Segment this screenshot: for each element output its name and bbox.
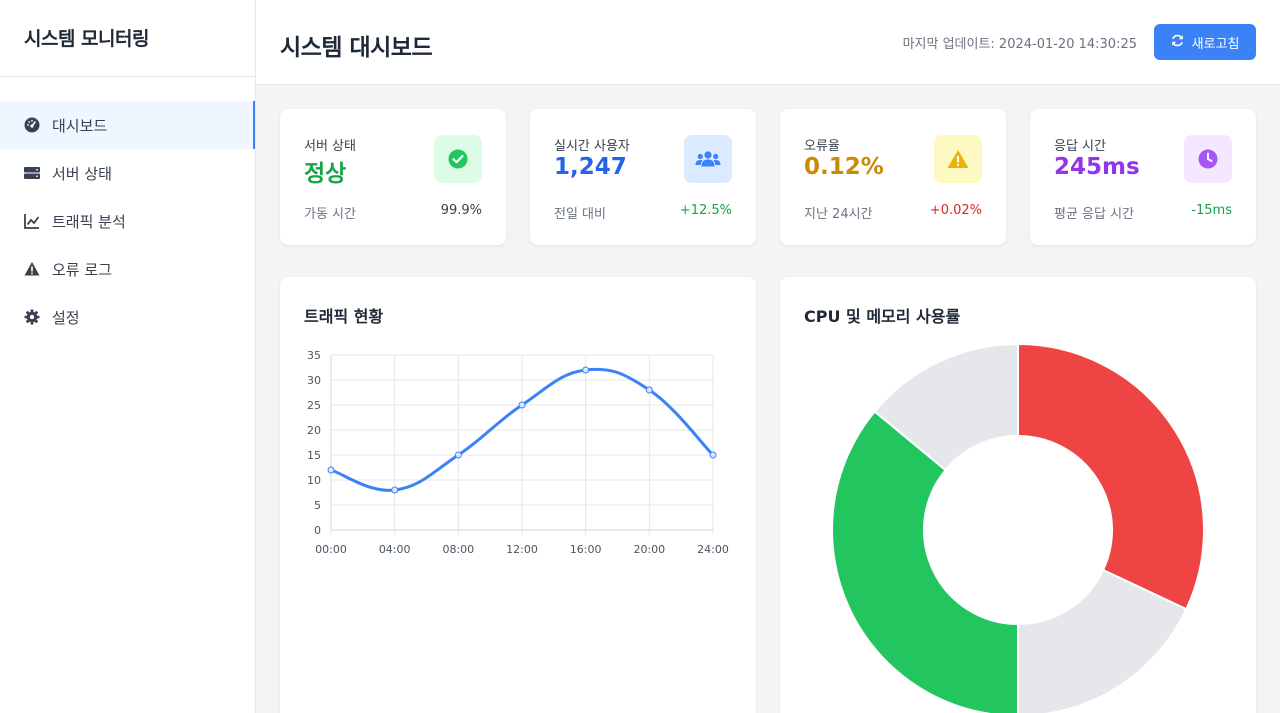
y-tick-label: 15 (307, 449, 321, 462)
traffic-data-point[interactable] (327, 466, 335, 474)
traffic-line-chart: 0 5 10 15 20 25 30 35 00:00 04:00 08:00 12:00 16:00 2… (307, 349, 729, 556)
stat-card-error-rate: 오류율 0.12% 지난 24시간 +0.02% (780, 109, 1006, 245)
stat-foot-value: +12.5% (679, 203, 732, 218)
sidebar-nav: 대시보드 서버 상태 트래픽 분석 오류 로그 설정 (0, 101, 255, 341)
refresh-button[interactable]: 새로고침 (1154, 24, 1256, 60)
resource-panel-title: CPU 및 메모리 사용률 (804, 307, 961, 326)
stat-foot-label: 평균 응답 시간 (1054, 207, 1135, 222)
stat-foot-label: 전일 대비 (554, 207, 606, 222)
traffic-data-point[interactable] (582, 366, 590, 374)
app-title: 시스템 모니터링 (0, 0, 255, 77)
stat-value: 정상 (304, 161, 347, 187)
y-tick-label: 0 (314, 524, 321, 537)
x-tick-label: 16:00 (570, 543, 602, 556)
stat-foot-label: 가동 시간 (304, 207, 356, 222)
y-tick-label: 10 (307, 474, 321, 487)
stat-card-server-status: 서버 상태 정상 가동 시간 99.9% (280, 109, 506, 245)
stat-foot-value: +0.02% (929, 203, 982, 218)
tachometer-icon (24, 117, 40, 133)
x-tick-label: 08:00 (442, 543, 474, 556)
refresh-icon (1171, 34, 1184, 51)
stat-foot-value: -15ms (1191, 203, 1232, 218)
stat-label: 응답 시간 (1054, 139, 1106, 154)
traffic-data-point[interactable] (645, 386, 653, 394)
sidebar-item-label: 설정 (52, 308, 80, 327)
sidebar-item-settings[interactable]: 설정 (0, 293, 255, 341)
stat-card-realtime-users: 실시간 사용자 1,247 전일 대비 +12.5% (530, 109, 756, 245)
stat-value: 1,247 (554, 154, 627, 180)
warning-icon (24, 261, 40, 277)
warning-icon (934, 135, 982, 183)
x-tick-label: 20:00 (633, 543, 665, 556)
y-tick-label: 20 (307, 424, 321, 437)
y-tick-label: 35 (307, 349, 321, 362)
sidebar-item-server-status[interactable]: 서버 상태 (0, 149, 255, 197)
users-icon (684, 135, 732, 183)
check-circle-icon (434, 135, 482, 183)
x-tick-label: 00:00 (315, 543, 347, 556)
stat-value: 0.12% (804, 154, 884, 180)
traffic-data-point[interactable] (709, 451, 717, 459)
donut-slice[interactable] (873, 342, 1019, 472)
sidebar-item-label: 서버 상태 (52, 164, 112, 183)
x-tick-label: 24:00 (697, 543, 729, 556)
top-bar: 시스템 대시보드 마지막 업데이트: 2024-01-20 14:30:25 새… (256, 0, 1280, 85)
chart-line-icon (24, 213, 40, 229)
stat-label: 오류율 (804, 139, 840, 154)
last-update-text: 마지막 업데이트: 2024-01-20 14:30:25 (902, 37, 1137, 52)
traffic-panel: 트래픽 현황 0 5 10 15 20 25 30 35 00:00 04:00 08:00 12:0… (280, 277, 756, 713)
donut-slice[interactable] (1017, 342, 1205, 611)
x-tick-label: 12:00 (506, 543, 538, 556)
x-tick-label: 04:00 (379, 543, 411, 556)
y-tick-label: 25 (307, 399, 321, 412)
sidebar-item-error-log[interactable]: 오류 로그 (0, 245, 255, 293)
stat-foot-label: 지난 24시간 (804, 207, 873, 222)
gear-icon (24, 309, 40, 325)
sidebar-item-traffic-analysis[interactable]: 트래픽 분석 (0, 197, 255, 245)
traffic-data-point[interactable] (391, 486, 399, 494)
resource-donut-chart (831, 342, 1205, 713)
sidebar: 시스템 모니터링 대시보드 서버 상태 트래픽 분석 오류 로그 (0, 0, 256, 713)
stat-card-response-time: 응답 시간 245ms 평균 응답 시간 -15ms (1030, 109, 1256, 245)
y-tick-label: 5 (314, 499, 321, 512)
stat-label: 실시간 사용자 (554, 139, 630, 154)
sidebar-item-label: 오류 로그 (52, 260, 112, 279)
stat-value: 245ms (1054, 154, 1140, 180)
resource-panel: CPU 및 메모리 사용률 (780, 277, 1256, 713)
clock-icon (1184, 135, 1232, 183)
traffic-data-point[interactable] (518, 401, 526, 409)
stat-label: 서버 상태 (304, 139, 356, 154)
donut-slice[interactable] (1017, 568, 1188, 713)
traffic-data-point[interactable] (454, 451, 462, 459)
y-tick-label: 30 (307, 374, 321, 387)
page-title: 시스템 대시보드 (280, 35, 433, 61)
server-icon (24, 165, 40, 181)
stat-foot-value: 99.9% (440, 203, 482, 218)
sidebar-item-label: 트래픽 분석 (52, 212, 126, 231)
sidebar-item-dashboard[interactable]: 대시보드 (0, 101, 255, 149)
refresh-label: 새로고침 (1191, 36, 1240, 52)
traffic-panel-title: 트래픽 현황 (304, 307, 384, 326)
sidebar-item-label: 대시보드 (52, 116, 108, 135)
donut-slice[interactable] (831, 410, 1019, 713)
